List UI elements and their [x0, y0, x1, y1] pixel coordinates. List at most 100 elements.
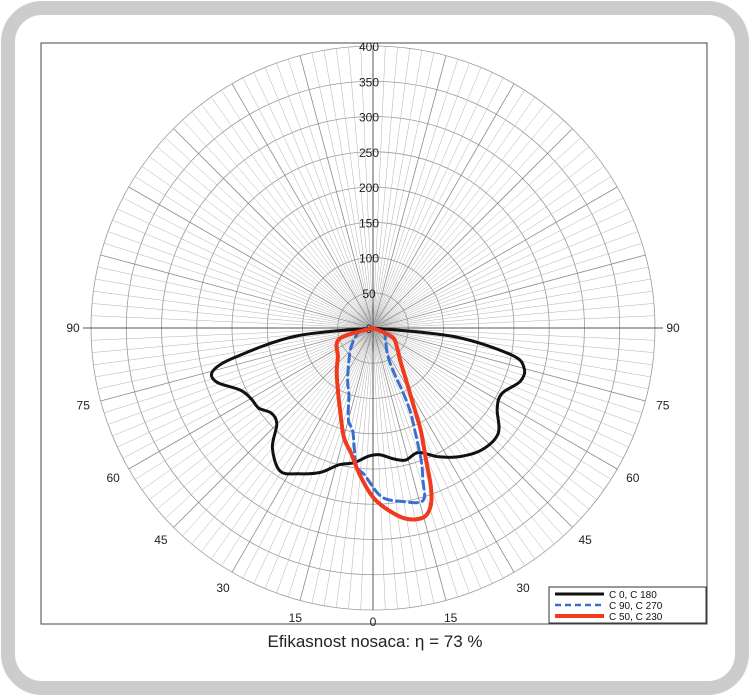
- grid-spoke: [372, 290, 653, 329]
- grid-spoke: [182, 327, 374, 537]
- grid-spoke: [372, 327, 605, 490]
- grid-spoke: [191, 327, 374, 545]
- angle-label-right: 15: [444, 611, 458, 625]
- grid-spoke: [372, 50, 423, 329]
- grid-spoke: [122, 197, 374, 329]
- grid-spoke: [117, 327, 374, 448]
- grid-spoke: [360, 46, 374, 329]
- grid-spoke: [242, 327, 374, 579]
- grid-spoke: [95, 278, 374, 329]
- grid-spoke: [287, 327, 374, 598]
- grid-spoke: [95, 327, 374, 378]
- grid-spoke: [264, 327, 374, 589]
- grid-spoke: [276, 62, 374, 329]
- grid-spoke: [372, 146, 590, 329]
- grid-spoke: [276, 327, 374, 594]
- grid-spoke: [107, 231, 374, 329]
- grid-spoke: [372, 72, 493, 329]
- legend-label: C 50, C 230: [609, 612, 663, 623]
- grid-spoke: [191, 111, 374, 329]
- series-c-50-c-230: [334, 326, 434, 522]
- legend-label: C 90, C 270: [609, 601, 663, 612]
- grid-spoke: [372, 47, 398, 329]
- radial-tick-label: 100: [359, 252, 379, 266]
- radial-tick-label: 400: [359, 40, 379, 54]
- grid-spoke: [117, 208, 374, 329]
- grid-spoke: [372, 327, 597, 500]
- grid-spoke: [372, 219, 634, 329]
- angle-label-left: 45: [154, 533, 168, 547]
- grid-spoke: [372, 327, 447, 601]
- grid-spoke: [112, 327, 374, 437]
- grid-spoke: [372, 327, 435, 604]
- grid-spoke: [372, 156, 597, 329]
- grid-spoke: [372, 77, 504, 329]
- grid-spoke: [372, 327, 573, 528]
- grid-spoke: [287, 58, 374, 329]
- grid-spoke: [201, 327, 374, 552]
- grid-spoke: [372, 303, 654, 329]
- grid-spoke: [372, 327, 525, 566]
- grid-spoke: [231, 83, 374, 329]
- grid-spoke: [128, 186, 374, 329]
- grid-spoke: [372, 119, 564, 329]
- grid-spoke: [91, 315, 374, 329]
- grid-spoke: [97, 266, 374, 329]
- grid-spoke: [100, 327, 374, 402]
- grid-spoke: [372, 67, 482, 329]
- grid-spoke: [323, 50, 374, 329]
- grid-spoke: [372, 327, 411, 608]
- grid-spoke: [141, 166, 374, 329]
- grid-spoke: [93, 327, 374, 366]
- grid-spoke: [182, 119, 374, 329]
- radial-tick-label: 250: [359, 146, 379, 160]
- grid-spoke: [372, 96, 535, 329]
- grid-spoke: [299, 55, 374, 329]
- grid-spoke: [103, 327, 374, 414]
- efficiency-caption: Efikasnost nosaca: η = 73 %: [267, 632, 483, 651]
- grid-spoke: [264, 67, 374, 329]
- angle-label-right: 60: [626, 471, 640, 485]
- grid-spoke: [372, 166, 605, 329]
- grid-spoke: [211, 327, 374, 560]
- grid-spoke: [372, 104, 545, 329]
- grid-spoke: [242, 77, 374, 329]
- grid-spoke: [311, 52, 374, 329]
- grid-spoke: [348, 327, 374, 609]
- series-c-90-c-270: [346, 326, 427, 505]
- grid-spoke: [372, 327, 582, 519]
- grid-spoke: [372, 327, 624, 459]
- grid-spoke: [112, 219, 374, 329]
- grid-spoke: [372, 55, 447, 329]
- grid-spoke: [372, 231, 639, 329]
- grid-spoke: [122, 327, 374, 459]
- grid-spoke: [372, 48, 411, 329]
- grid-spoke: [372, 128, 573, 329]
- grid-spoke: [311, 327, 374, 604]
- grid-spoke: [372, 208, 629, 329]
- grid-spoke: [372, 83, 515, 329]
- grid-spoke: [93, 290, 374, 329]
- grid-spoke: [335, 48, 374, 329]
- grid-spoke: [372, 327, 649, 390]
- radial-tick-label: 300: [359, 111, 379, 125]
- grid-spoke: [372, 327, 651, 378]
- grid-spoke: [372, 327, 643, 414]
- grid-spoke: [372, 327, 629, 448]
- grid-spoke: [91, 327, 374, 341]
- grid-spoke: [149, 327, 374, 500]
- radial-tick-label: 150: [359, 216, 379, 230]
- radial-tick-label: 200: [359, 181, 379, 195]
- grid-spoke: [372, 137, 582, 329]
- angle-label-left: 90: [66, 321, 80, 335]
- grid-spoke: [372, 327, 653, 366]
- grid-spoke: [372, 327, 639, 425]
- grid-spoke: [173, 327, 374, 528]
- grid-spoke: [135, 176, 374, 329]
- series-c-0-c-180: [209, 326, 527, 476]
- angle-label-bottom: 0: [370, 615, 377, 629]
- grid-spoke: [372, 327, 611, 480]
- grid-spoke: [103, 242, 374, 329]
